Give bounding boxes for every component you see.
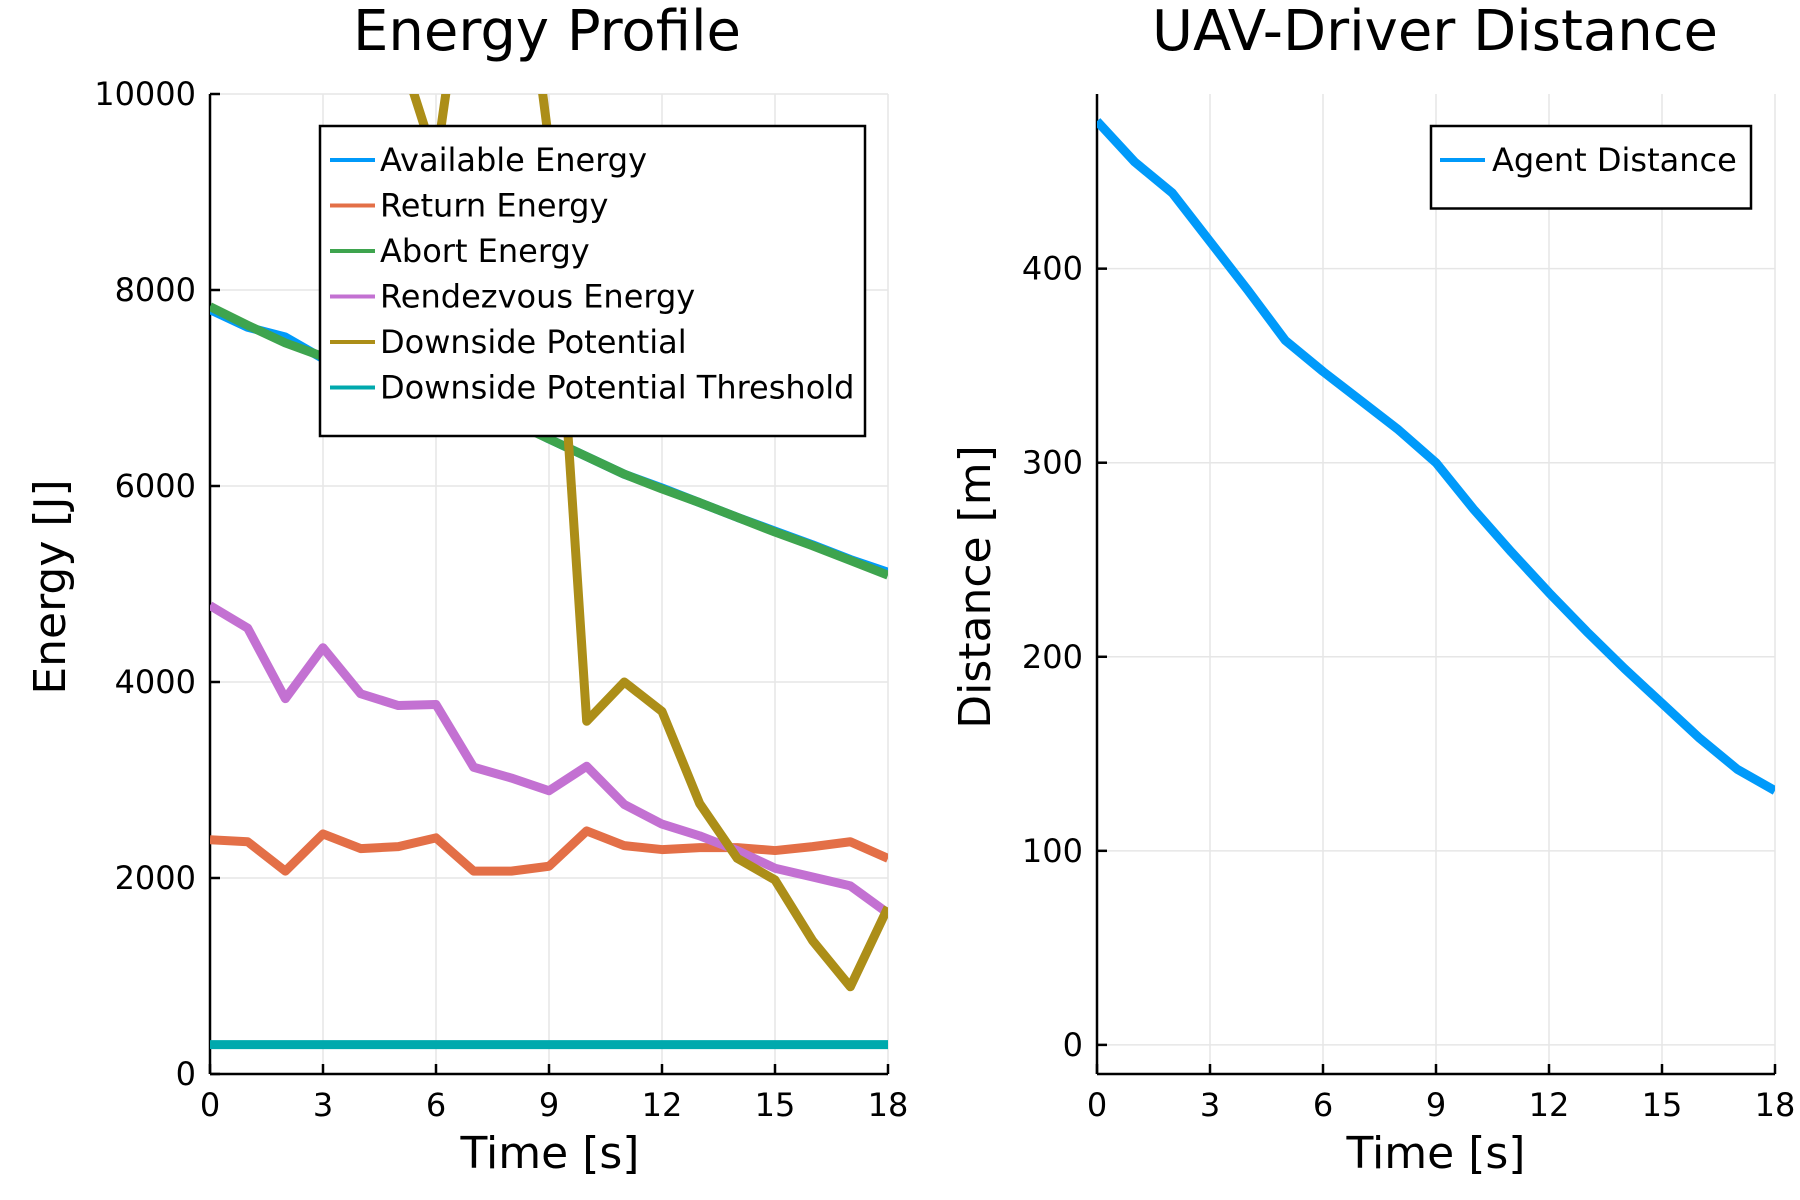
energy-legend-entry: Abort Energy — [380, 232, 590, 270]
energy-profile-panel: Energy Profile Time [s] Energy [J] 0 3 6 9 1… — [25, 0, 908, 1179]
energy-x-tick-label: 3 — [313, 1086, 333, 1124]
energy-chart-title: Energy Profile — [353, 0, 741, 64]
distance-y-tick-label: 200 — [1022, 638, 1083, 676]
energy-y-axis-label: Energy [J] — [25, 479, 76, 694]
energy-x-tick-label: 6 — [426, 1086, 446, 1124]
energy-y-tick-label: 6000 — [115, 467, 196, 505]
distance-y-axis-label: Distance [m] — [950, 445, 1001, 729]
energy-legend — [318, 124, 867, 438]
energy-legend-entry: Downside Potential — [380, 323, 687, 361]
energy-y-tick-label: 10000 — [94, 75, 196, 113]
distance-x-tick-label: 15 — [1642, 1086, 1683, 1124]
distance-legend-entry: Agent Distance — [1492, 141, 1737, 179]
distance-series-agent-distance-line — [1097, 118, 1775, 795]
distance-chart-title: UAV-Driver Distance — [1152, 0, 1718, 64]
energy-x-tick-label: 12 — [642, 1086, 683, 1124]
distance-y-tick-label: 400 — [1022, 250, 1083, 288]
energy-y-tick-label: 2000 — [115, 859, 196, 897]
energy-x-tick-label: 9 — [539, 1086, 559, 1124]
energy-series-rendezvous-energy-line — [210, 601, 888, 917]
distance-x-tick-label: 12 — [1529, 1086, 1570, 1124]
energy-y-tick-label: 0 — [176, 1055, 196, 1093]
distance-x-tick-label: 9 — [1426, 1086, 1446, 1124]
energy-legend-entry: Return Energy — [380, 187, 608, 225]
distance-x-tick-label: 6 — [1313, 1086, 1333, 1124]
distance-legend — [1429, 124, 1753, 210]
energy-y-tick-label: 4000 — [115, 663, 196, 701]
energy-x-tick-label: 15 — [755, 1086, 796, 1124]
energy-x-tick-label: 18 — [868, 1086, 909, 1124]
distance-y-tick-label: 300 — [1022, 444, 1083, 482]
distance-x-tick-label: 3 — [1200, 1086, 1220, 1124]
energy-x-axis-label: Time [s] — [460, 1128, 640, 1179]
distance-x-tick-label: 0 — [1087, 1086, 1107, 1124]
energy-series-return-energy-line — [210, 826, 888, 876]
energy-series-downside-potential-line — [409, 94, 888, 992]
energy-legend-entry: Downside Potential Threshold — [380, 369, 854, 407]
energy-legend-entry: Rendezvous Energy — [380, 278, 695, 316]
energy-legend-entry: Available Energy — [380, 141, 647, 179]
distance-x-tick-label: 18 — [1755, 1086, 1796, 1124]
energy-y-tick-label: 8000 — [115, 271, 196, 309]
distance-y-tick-label: 100 — [1022, 832, 1083, 870]
energy-x-tick-label: 0 — [200, 1086, 220, 1124]
distance-panel: UAV-Driver Distance Time [s] Distance [m… — [950, 0, 1795, 1179]
distance-y-tick-label: 0 — [1063, 1026, 1083, 1064]
distance-x-axis-label: Time [s] — [1346, 1128, 1526, 1179]
